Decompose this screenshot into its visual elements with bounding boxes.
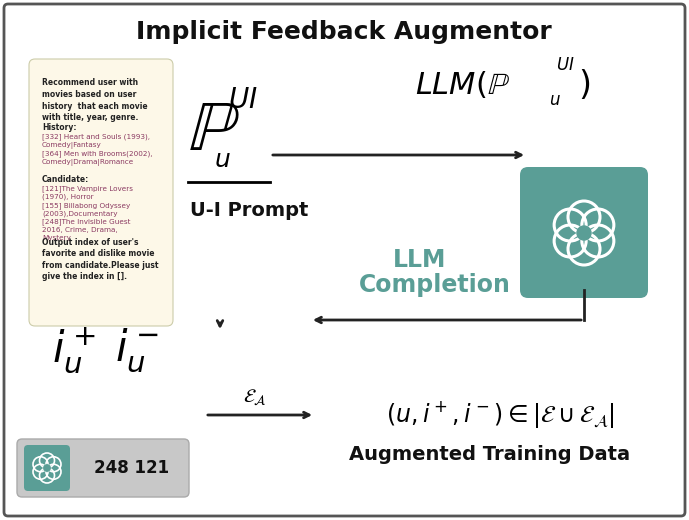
Text: Augmented Training Data: Augmented Training Data [349, 446, 630, 464]
Text: $(u,i^+,i^-)\in|\mathcal{E}\cup\mathcal{E}_\mathcal{A}|$: $(u,i^+,i^-)\in|\mathcal{E}\cup\mathcal{… [386, 399, 615, 431]
Text: $\mathcal{E}_\mathcal{A}$: $\mathcal{E}_\mathcal{A}$ [243, 387, 267, 407]
Text: $)$: $)$ [578, 68, 590, 102]
FancyBboxPatch shape [17, 439, 189, 497]
Text: $i_u^-$: $i_u^-$ [115, 326, 159, 374]
Text: $i_u^+$: $i_u^+$ [52, 325, 96, 375]
Circle shape [577, 226, 591, 240]
Text: LLM: LLM [393, 248, 446, 272]
Text: Candidate:: Candidate: [42, 175, 90, 184]
Text: 248 121: 248 121 [94, 459, 169, 477]
Text: Implicit Feedback Augmentor: Implicit Feedback Augmentor [136, 20, 552, 44]
Text: $u$: $u$ [214, 149, 231, 172]
FancyBboxPatch shape [520, 167, 648, 298]
Text: $u$: $u$ [549, 92, 561, 109]
Text: Completion: Completion [359, 273, 511, 297]
Text: History:: History: [42, 123, 76, 132]
Text: Output index of user's
favorite and dislike movie
from candidate.Please just
giv: Output index of user's favorite and disl… [42, 238, 158, 281]
Text: Recommend user with
movies based on user
history  that each movie
with title, ye: Recommend user with movies based on user… [42, 78, 147, 122]
Text: [332] Heart and Souls (1993),
Comedy|Fantasy
[364] Men with Brooms(2002),
Comedy: [332] Heart and Souls (1993), Comedy|Fan… [42, 133, 152, 166]
Text: U-I Prompt: U-I Prompt [190, 201, 309, 219]
Text: $LLM(\mathbb{P}$: $LLM(\mathbb{P}$ [415, 70, 510, 100]
Text: $UI$: $UI$ [228, 86, 258, 113]
FancyBboxPatch shape [4, 4, 685, 516]
Text: [121]The Vampire Lovers
(1970), Horror
[155] Billabong Odyssey
(2003),Documentar: [121]The Vampire Lovers (1970), Horror [… [42, 185, 133, 241]
Text: $\mathbb{P}$: $\mathbb{P}$ [188, 95, 240, 165]
FancyBboxPatch shape [29, 59, 173, 326]
Text: $UI$: $UI$ [556, 57, 575, 73]
FancyBboxPatch shape [24, 445, 70, 491]
Circle shape [44, 465, 50, 471]
